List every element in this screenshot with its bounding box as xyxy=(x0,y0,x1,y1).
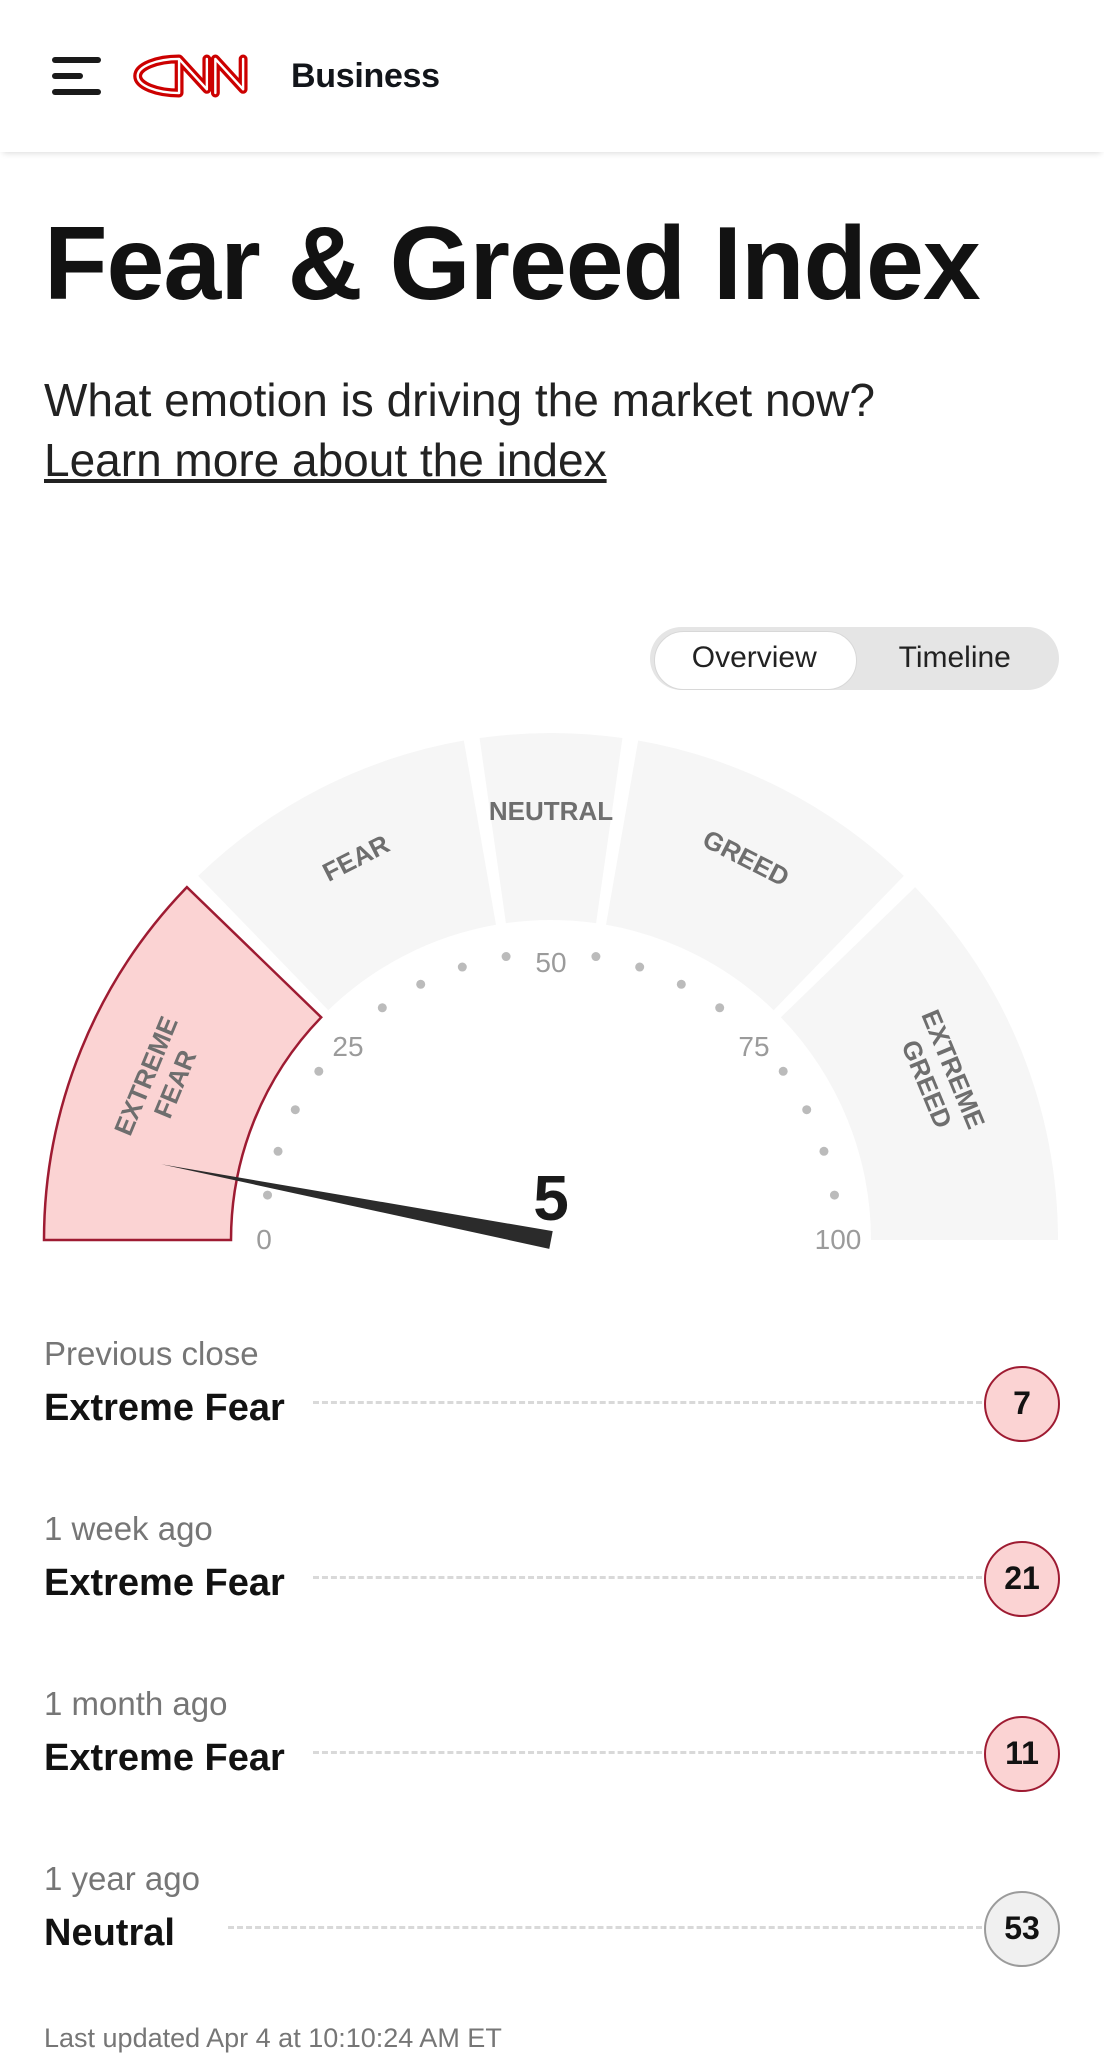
svg-text:75: 75 xyxy=(738,1031,769,1062)
svg-text:NEUTRAL: NEUTRAL xyxy=(489,796,613,826)
svg-text:0: 0 xyxy=(256,1224,272,1255)
svg-text:25: 25 xyxy=(332,1031,363,1062)
svg-text:5: 5 xyxy=(533,1162,569,1234)
svg-text:50: 50 xyxy=(535,947,566,978)
svg-text:100: 100 xyxy=(815,1224,862,1255)
